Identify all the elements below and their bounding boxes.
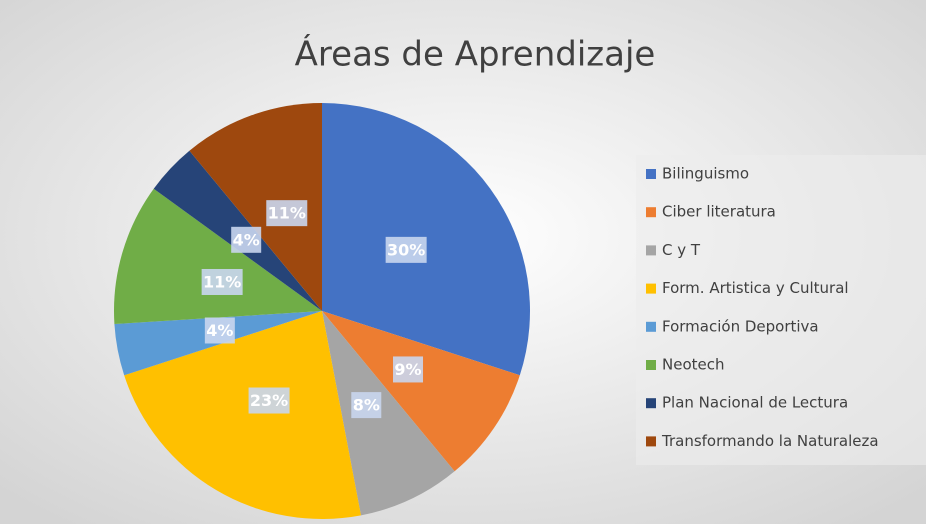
legend-label: Bilinguismo (662, 165, 749, 183)
value-label: 9% (394, 360, 421, 379)
value-label-box (248, 387, 290, 414)
legend-label: Transformando la Naturaleza (661, 432, 879, 450)
value-label-box (351, 392, 382, 419)
pie-slice (322, 311, 520, 472)
value-label-box (385, 236, 427, 263)
legend-swatch (646, 398, 656, 409)
value-label-box (231, 226, 262, 253)
pie-slice (189, 103, 322, 311)
value-label: 30% (387, 240, 425, 259)
value-label-box (266, 200, 308, 227)
legend-swatch (646, 360, 656, 370)
value-label: 4% (233, 230, 260, 249)
pie-slice (124, 311, 361, 519)
legend-swatch (646, 207, 656, 218)
legend-swatch (646, 169, 656, 179)
legend-label: Plan Nacional de Lectura (662, 394, 848, 412)
chart-title: Áreas de Aprendizaje (295, 34, 656, 75)
legend-label: Formación Deportiva (662, 317, 819, 335)
pie-slice (114, 188, 322, 325)
legend-label: C y T (662, 241, 701, 259)
value-label: 11% (203, 272, 241, 291)
value-label-box (393, 356, 424, 383)
value-label: 4% (206, 321, 233, 340)
legend-swatch (646, 321, 656, 332)
legend-box (636, 155, 926, 465)
value-label: 8% (353, 396, 380, 415)
legend-label: Ciber literatura (662, 203, 776, 221)
value-label: 11% (268, 204, 306, 223)
value-label-box (201, 268, 243, 295)
legend-label: Neotech (662, 356, 725, 374)
legend-label: Form. Artistica y Cultural (662, 279, 849, 297)
legend-swatch (646, 283, 656, 294)
value-label: 23% (250, 391, 288, 410)
legend-swatch (646, 436, 656, 447)
legend-swatch (646, 245, 656, 256)
pie-slice (322, 311, 455, 516)
value-label-box (204, 317, 235, 344)
